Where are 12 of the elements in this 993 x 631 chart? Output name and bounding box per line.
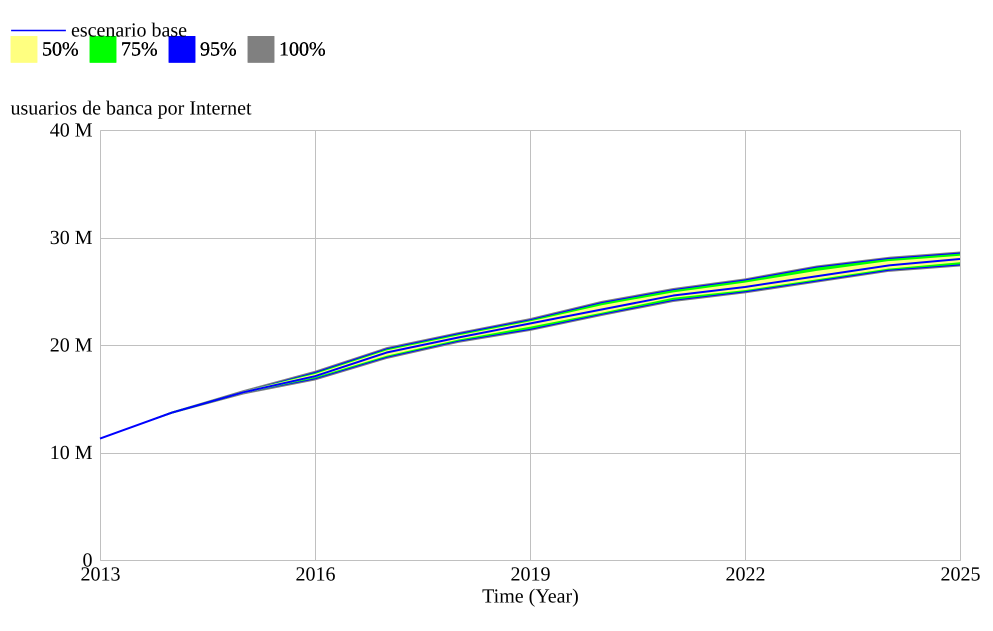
x-tick-label: 2025 bbox=[940, 564, 980, 586]
y-axis-title: usuarios de banca por Internet bbox=[10, 98, 252, 120]
y-tick-label: 40 M bbox=[50, 120, 93, 142]
legend-label: 100% bbox=[279, 38, 326, 60]
y-tick-label: 30 M bbox=[50, 227, 93, 249]
y-tick-label: 20 M bbox=[50, 334, 93, 356]
x-tick-label: 2016 bbox=[296, 564, 336, 586]
x-axis-title: Time (Year) bbox=[482, 586, 579, 608]
y-tick-label: 10 M bbox=[50, 442, 93, 464]
x-tick-label: 2019 bbox=[510, 564, 550, 586]
x-tick-label: 2022 bbox=[726, 564, 766, 586]
legend-label: 95% bbox=[200, 38, 237, 60]
